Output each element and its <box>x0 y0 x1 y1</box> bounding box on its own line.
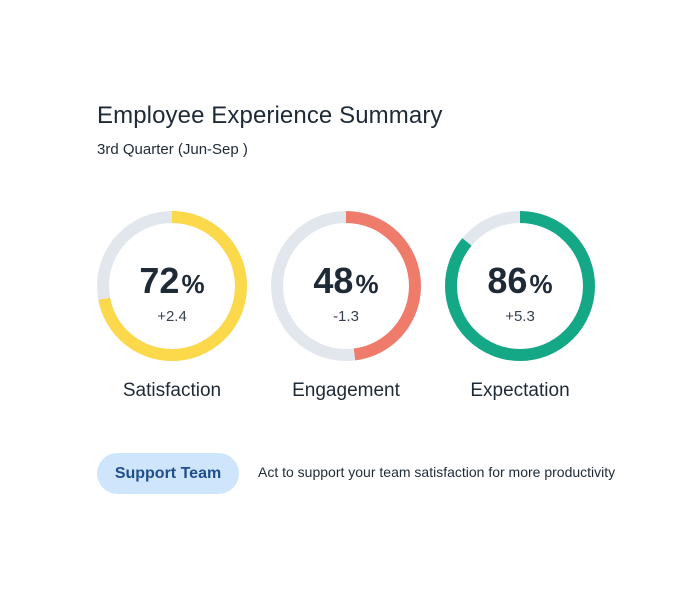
metric-label: Satisfaction <box>122 380 222 401</box>
ring-progress <box>445 211 595 361</box>
metric-delta: +5.3 <box>505 308 535 325</box>
metric-unit: % <box>181 269 205 299</box>
satisfaction-ring <box>97 211 247 361</box>
period-subtitle: 3rd Quarter (Jun-Sep ) <box>97 141 248 158</box>
support-team-button[interactable]: Support Team <box>97 453 239 494</box>
action-description: Act to support your team satisfaction fo… <box>258 464 616 480</box>
metric-value: 48 <box>313 260 354 301</box>
metric-unit: % <box>355 269 379 299</box>
metric-value: 72 <box>139 260 180 301</box>
metric-delta: +2.4 <box>157 308 187 325</box>
ring-progress <box>271 211 421 361</box>
metric-satisfaction: 72% +2.4 Satisfaction <box>96 210 248 410</box>
metric-expectation: 86% +5.3 Expectation <box>444 210 596 410</box>
metric-value: 86 <box>487 260 528 301</box>
metric-unit: % <box>529 269 553 299</box>
engagement-ring <box>271 211 421 361</box>
metric-label: Engagement <box>292 380 400 401</box>
metric-delta: -1.3 <box>333 308 359 325</box>
ring-progress <box>97 211 247 361</box>
expectation-ring <box>445 211 595 361</box>
page-title: Employee Experience Summary <box>97 102 443 129</box>
metric-engagement: 48% -1.3 Engagement <box>270 210 422 410</box>
metric-label: Expectation <box>470 380 570 401</box>
